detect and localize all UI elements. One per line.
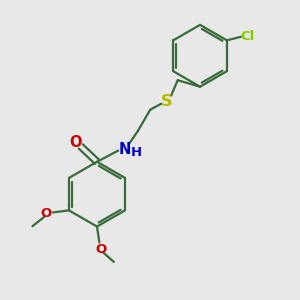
Text: N: N [118,142,131,157]
Text: H: H [130,146,141,159]
Text: Cl: Cl [240,30,255,43]
Text: O: O [95,243,106,256]
Text: O: O [41,207,52,220]
Text: S: S [161,94,172,109]
Text: O: O [69,135,82,150]
